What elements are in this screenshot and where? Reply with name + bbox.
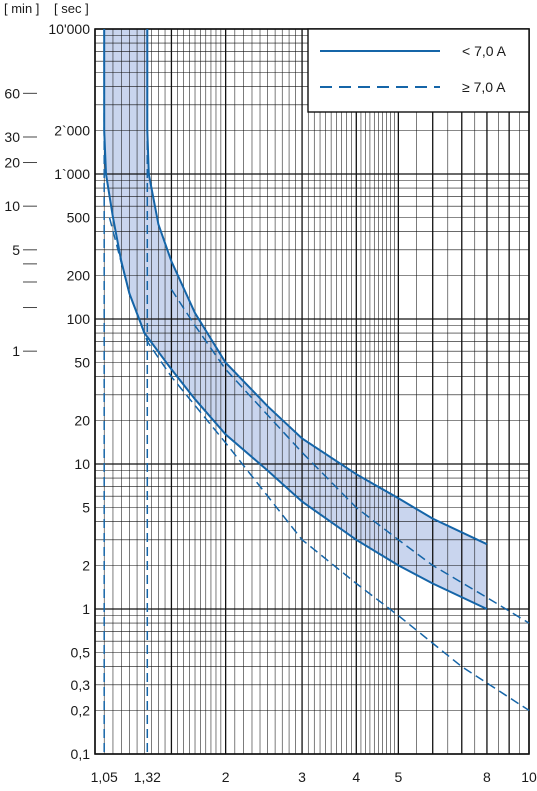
minute-tick-label: 30	[4, 129, 20, 145]
x-tick-label: 10	[521, 769, 537, 785]
series-line-dashed-max	[170, 288, 530, 624]
x-tick-label: 1,05	[91, 769, 118, 785]
y-tick-label: 0,3	[71, 677, 91, 693]
minute-tick-label: 5	[12, 242, 20, 258]
axis-labels: [ min ] [ sec ] 10'0002`0001`00050020010…	[4, 1, 537, 785]
plot-frame	[94, 28, 530, 755]
minute-tick-label: 20	[4, 155, 20, 171]
minute-tick-label: 10	[4, 198, 20, 214]
x-tick-label: 1,32	[134, 769, 161, 785]
y-tick-label: 50	[74, 355, 90, 371]
minute-tick-label: 60	[4, 85, 20, 101]
y-tick-label: 500	[67, 210, 91, 226]
x-tick-label: 4	[352, 769, 360, 785]
y-tick-label: 200	[67, 267, 91, 283]
legend: < 7,0 A ≥ 7,0 A	[307, 28, 530, 113]
y-tick-label: 100	[67, 311, 91, 327]
y-tick-label: 1	[82, 601, 90, 617]
y-tick-label: 10	[74, 456, 90, 472]
minute-tick-label: 1	[12, 343, 20, 359]
grid	[94, 28, 530, 755]
y-tick-label: 5	[82, 500, 90, 516]
y-tick-label: 2`000	[54, 122, 90, 138]
x-tick-label: 5	[394, 769, 402, 785]
legend-box	[307, 28, 530, 113]
y-tick-label: 0,5	[71, 645, 91, 661]
y-tick-label: 0,1	[71, 746, 91, 762]
legend-label-solid: < 7,0 A	[462, 43, 507, 59]
minutes-header: [ min ]	[4, 1, 39, 16]
x-tick-label: 3	[298, 769, 306, 785]
series-line-solid-max	[146, 29, 488, 546]
y-tick-label: 20	[74, 412, 90, 428]
seconds-header: [ sec ]	[54, 1, 89, 16]
y-tick-label: 2	[82, 557, 90, 573]
y-tick-label: 0,2	[71, 702, 91, 718]
series-line-solid-min	[103, 29, 488, 610]
x-tick-label: 8	[483, 769, 491, 785]
x-tick-label: 2	[222, 769, 230, 785]
series-line-dashed-min	[108, 217, 530, 712]
legend-label-dashed: ≥ 7,0 A	[462, 79, 506, 95]
y-tick-label: 1`000	[54, 166, 90, 182]
curves	[103, 29, 530, 754]
y-tick-label: 10'000	[48, 21, 90, 37]
